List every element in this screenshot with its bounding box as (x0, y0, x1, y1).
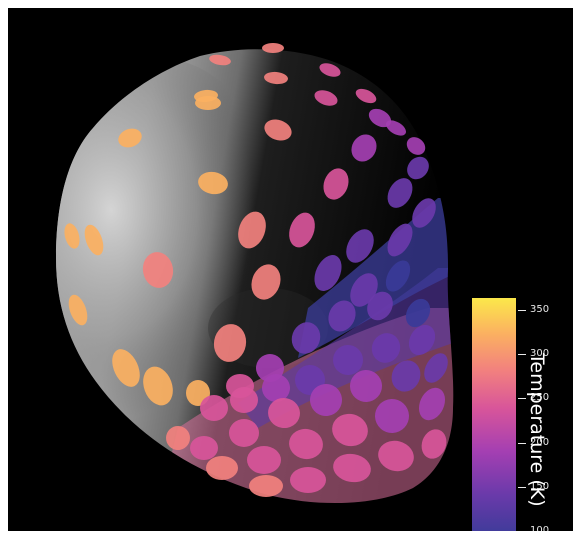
temperature-spot (355, 88, 377, 104)
temperature-spot (367, 291, 393, 321)
temperature-spot (64, 223, 80, 249)
colorbar-tick-label: 150 (530, 480, 550, 492)
temperature-spot (333, 453, 371, 483)
temperature-spot (142, 252, 174, 288)
temperature-spot (319, 63, 341, 77)
temperature-spot (262, 374, 290, 402)
temperature-spot (198, 171, 228, 195)
temperature-spot (84, 224, 104, 256)
colorbar: 100 150 200 250 300 350 Temperature (K) (472, 298, 573, 531)
temperature-spot (289, 428, 323, 460)
temperature-spot (112, 349, 140, 387)
colorbar-title: Temperature (K) (526, 353, 548, 507)
temperature-spot (421, 429, 447, 459)
colorbar-tick-label: 100 (530, 525, 550, 532)
colorbar-tick (518, 354, 526, 356)
temperature-spot (195, 96, 221, 110)
temperature-spot (350, 370, 382, 402)
temperature-spot (268, 397, 300, 429)
temperature-spot (407, 156, 429, 180)
colorbar-tick (518, 310, 526, 311)
temperature-spot (375, 399, 409, 433)
temperature-spot (328, 300, 356, 332)
colorbar-tick-label: 200 (530, 436, 550, 448)
temperature-spot (68, 294, 88, 326)
colorbar-tick (518, 398, 526, 400)
temperature-spot (206, 456, 238, 480)
temperature-spot (262, 43, 284, 53)
temperature-spot (368, 108, 392, 128)
temperature-spot (314, 90, 338, 106)
colorbar-tick (518, 442, 526, 444)
temperature-spot (406, 137, 426, 155)
temperature-spot (118, 128, 142, 148)
temperature-spot (405, 298, 431, 328)
colorbar-tick-label: 250 (530, 392, 550, 404)
temperature-spot (310, 384, 342, 416)
temperature-spot (385, 260, 411, 292)
image-frame: 100 150 200 250 300 350 Temperature (K) (8, 8, 573, 531)
temperature-spot (200, 395, 228, 421)
temperature-spot (387, 223, 413, 257)
temperature-spot (251, 264, 281, 300)
temperature-spot (190, 436, 218, 460)
temperature-spot (332, 413, 368, 447)
temperature-spot (386, 120, 406, 136)
temperature-spot (351, 134, 377, 162)
colorbar-gradient (472, 298, 516, 531)
temperature-spot (143, 366, 173, 406)
temperature-spot (264, 71, 288, 85)
asteroid-temperature-map (56, 43, 454, 504)
temperature-spot (412, 198, 436, 228)
temperature-spot (391, 360, 421, 392)
colorbar-tick-label: 350 (530, 304, 550, 315)
temperature-spot (346, 229, 374, 263)
temperature-spot (238, 211, 266, 249)
temperature-spot (333, 345, 363, 375)
temperature-spot (229, 419, 259, 447)
temperature-spot (209, 54, 231, 66)
temperature-spot (166, 426, 190, 450)
temperature-spot (264, 119, 292, 141)
temperature-spot (371, 333, 401, 363)
colorbar-tick (518, 486, 526, 488)
temperature-spot (314, 255, 342, 291)
temperature-spot (213, 324, 247, 362)
temperature-spot (230, 387, 258, 413)
temperature-spot (290, 467, 326, 493)
temperature-spot (378, 440, 414, 472)
temperature-spots (64, 43, 448, 497)
temperature-spot (291, 322, 321, 354)
temperature-spot (408, 324, 436, 356)
temperature-spot (424, 353, 448, 383)
temperature-spot (249, 475, 283, 497)
temperature-spot (247, 446, 281, 474)
temperature-spot (418, 387, 446, 421)
temperature-spot (387, 178, 413, 208)
colorbar-tick-label: 300 (530, 348, 550, 360)
temperature-spot (289, 212, 315, 248)
temperature-spot (323, 168, 349, 200)
